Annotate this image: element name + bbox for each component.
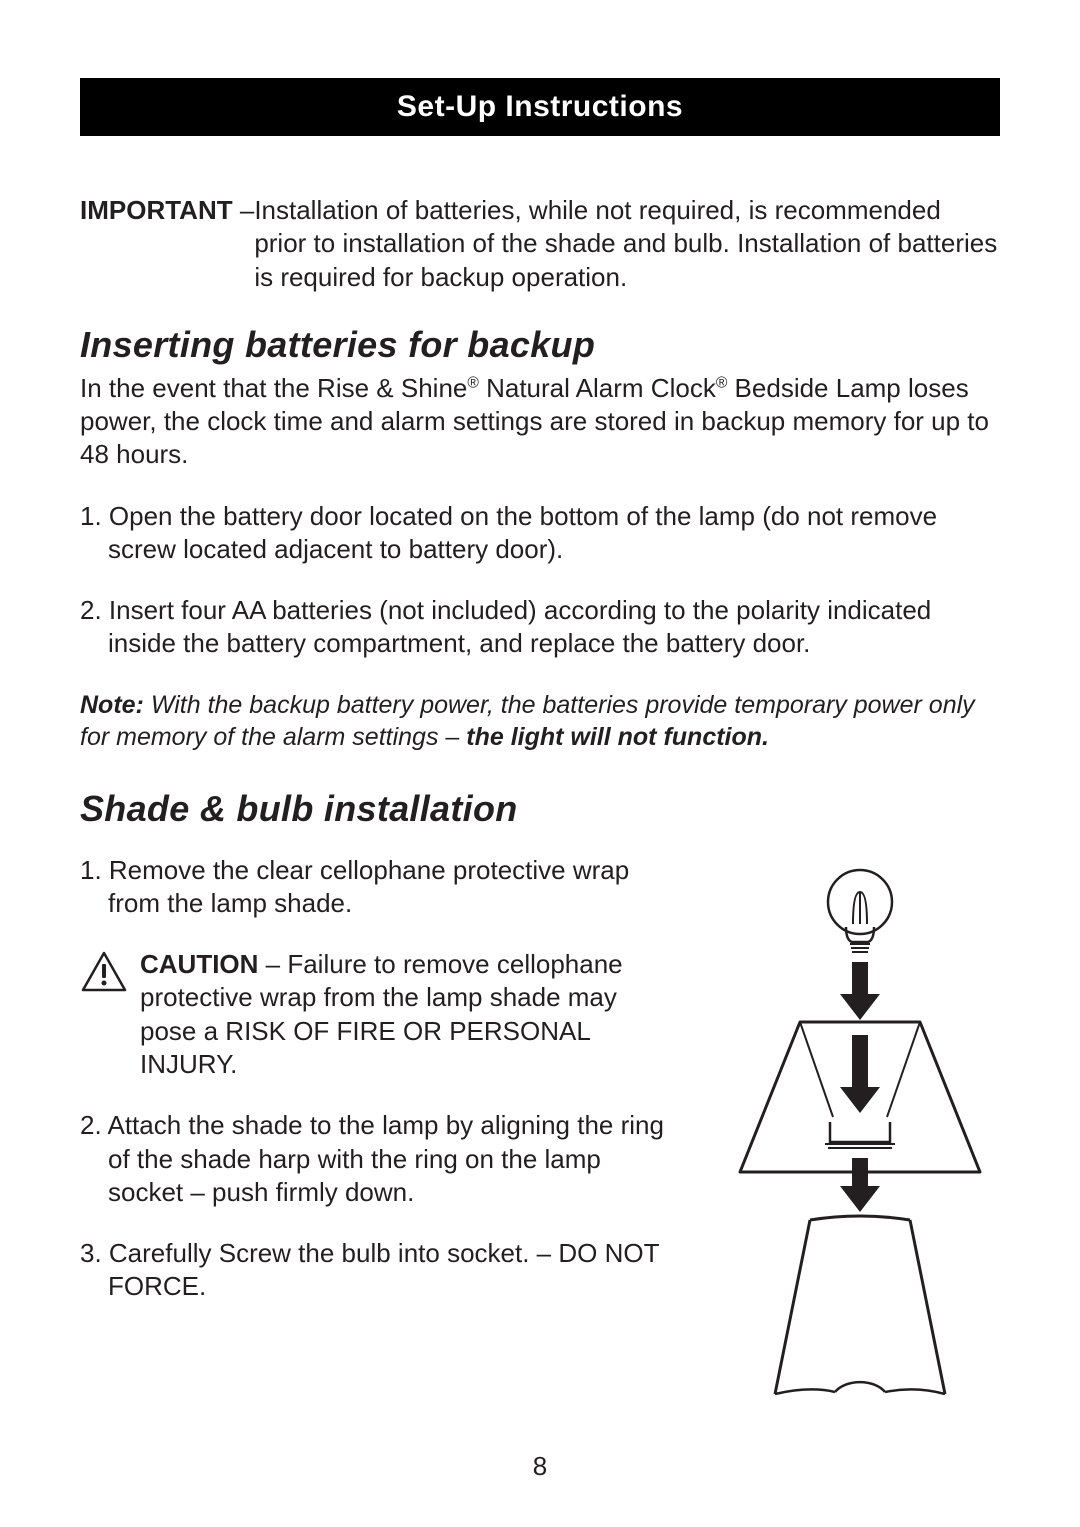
section2-content-row: 1. Remove the clear cellophane protectiv… (80, 854, 1000, 1407)
important-label: IMPORTANT (80, 195, 233, 225)
section2-item3: 3. Carefully Screw the bulb into socket.… (80, 1237, 668, 1304)
section2-item2: 2. Attach the shade to the lamp by align… (80, 1109, 668, 1209)
bulb-icon (828, 870, 892, 952)
caution-text: CAUTION – Failure to remove cellophane p… (140, 948, 668, 1081)
lamp-diagram (680, 854, 1000, 1407)
page-number: 8 (0, 1451, 1080, 1482)
section1-heading: Inserting batteries for backup (80, 324, 1000, 366)
note-emphasis: the light will not function. (466, 723, 769, 751)
section2-heading: Shade & bulb installation (80, 788, 1000, 830)
important-block: IMPORTANT – Installation of batteries, w… (80, 194, 1000, 324)
section2-left-column: 1. Remove the clear cellophane protectiv… (80, 854, 668, 1407)
arrow-down-icon (840, 962, 880, 1020)
important-separator: – (233, 195, 255, 225)
lampshade-icon (740, 1022, 980, 1172)
arrow-down-icon (840, 1158, 880, 1212)
section1-item1: 1. Open the battery door located on the … (80, 500, 1000, 567)
caution-block: CAUTION – Failure to remove cellophane p… (80, 948, 668, 1081)
lamp-assembly-illustration (680, 862, 1000, 1402)
lamp-base-icon (775, 1216, 945, 1394)
note-label: Note: (80, 691, 144, 719)
section1-intro: In the event that the Rise & Shine® Natu… (80, 372, 1000, 472)
section-header-bar: Set-Up Instructions (80, 78, 1000, 136)
section1-item2: 2. Insert four AA batteries (not include… (80, 594, 1000, 661)
section2-item1: 1. Remove the clear cellophane protectiv… (80, 854, 668, 921)
warning-triangle-icon (80, 950, 128, 994)
important-text: Installation of batteries, while not req… (254, 194, 1000, 294)
caution-label: CAUTION (140, 949, 258, 979)
note-block: Note: With the backup battery power, the… (80, 689, 1000, 754)
